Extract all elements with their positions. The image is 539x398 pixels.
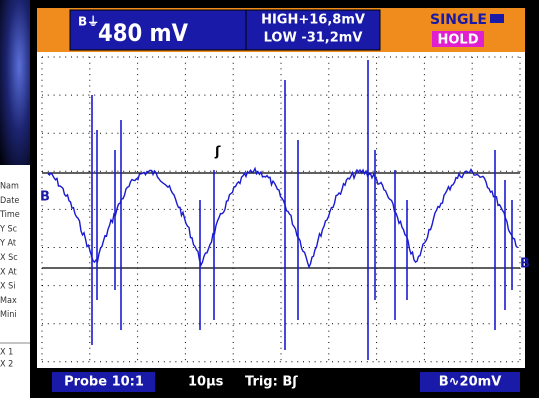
probe: Probe 10:1 bbox=[64, 375, 144, 390]
sidebar: Nam Date Time Y Sc Y At X Sc X At X Si Max Mini X … bbox=[0, 182, 20, 370]
mode: SINGLE bbox=[430, 12, 487, 28]
scale: B∿20mV bbox=[439, 375, 502, 390]
hold: HOLD bbox=[437, 33, 478, 48]
screen bbox=[37, 52, 525, 368]
page: Nam Date Time Y Sc Y At X Sc X At X Si Max Mini X … bbox=[0, 0, 539, 398]
sidebar-label: Nam bbox=[0, 182, 19, 192]
low: LOW -31,2mV bbox=[264, 31, 363, 46]
trigger-marker: ʃ bbox=[214, 145, 221, 160]
battery-icon bbox=[490, 14, 504, 23]
marker-right: B bbox=[520, 257, 530, 272]
sidebar-label: X Sc bbox=[0, 253, 18, 263]
sidebar-label: Mini bbox=[0, 310, 17, 320]
sidebar-label: X 2 bbox=[0, 360, 13, 370]
sidebar-label: X 1 bbox=[0, 348, 13, 358]
screenshot: Nam Date Time Y Sc Y At X Sc X At X Si Max Mini X … bbox=[0, 0, 539, 398]
marker-left: B bbox=[40, 190, 50, 205]
voltage: 480 mV bbox=[98, 19, 188, 47]
sidebar-label: Max bbox=[0, 296, 17, 306]
background-image bbox=[0, 0, 32, 165]
sidebar-label: X At bbox=[0, 267, 17, 277]
channel: B⏚ bbox=[78, 15, 99, 29]
sidebar-label: X Si bbox=[0, 282, 16, 292]
high: HIGH+16,8mV bbox=[261, 13, 365, 28]
sidebar-label: Time bbox=[0, 210, 20, 220]
trigger: Trig: Bʃ bbox=[245, 375, 298, 390]
timebase: 10µs bbox=[188, 375, 224, 390]
sidebar-label: Date bbox=[0, 196, 19, 206]
sidebar-label: Y Sc bbox=[0, 224, 17, 234]
sidebar-label: Y At bbox=[0, 239, 16, 249]
